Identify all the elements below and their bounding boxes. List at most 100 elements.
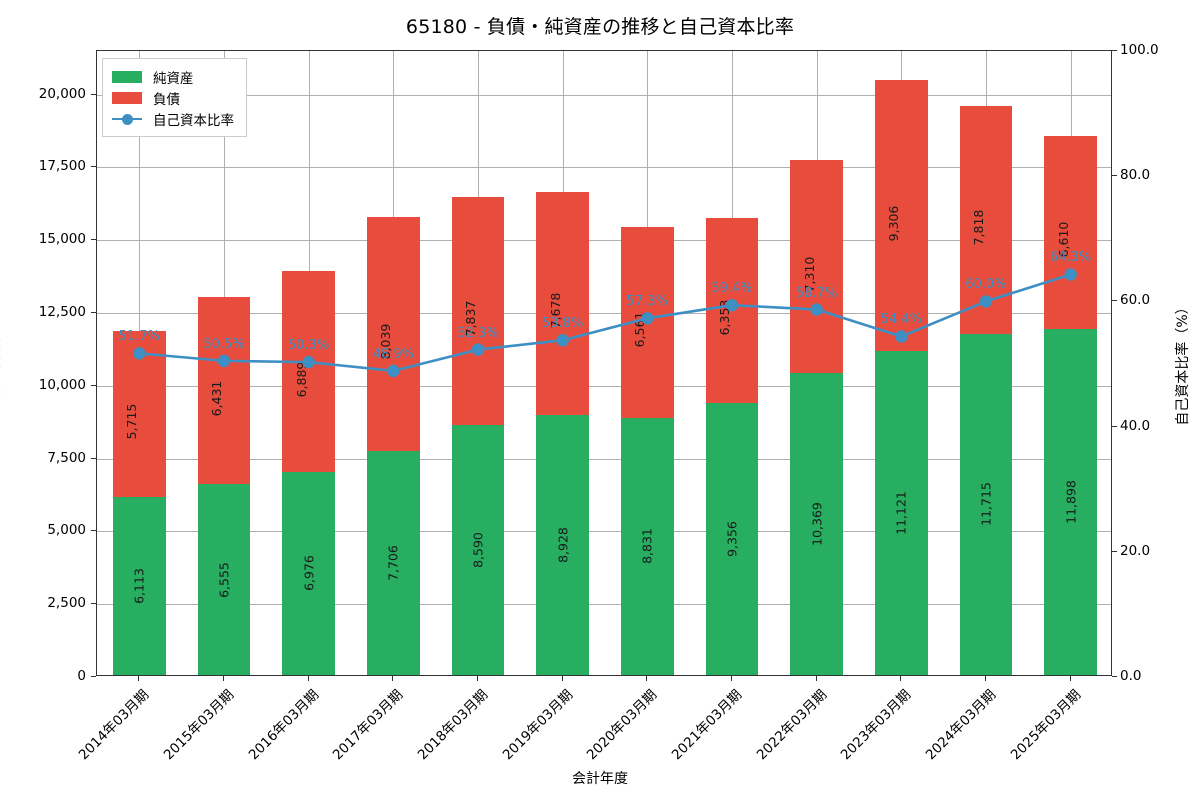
bar-group[interactable]: 11,898 6,610 bbox=[1044, 136, 1097, 675]
bar-group[interactable]: 9,356 6,353 bbox=[705, 217, 759, 675]
bar-segment-liabilities[interactable]: 5,715 bbox=[113, 330, 166, 498]
gridline-horizontal bbox=[97, 167, 1111, 169]
bar-label-equity: 8,590 bbox=[470, 532, 486, 568]
bar-segment-equity[interactable]: 11,715 bbox=[959, 333, 1013, 675]
gridline-horizontal bbox=[97, 531, 1111, 533]
bar-label-liabilities: 6,610 bbox=[1055, 221, 1071, 258]
legend-label-liabilities: 負債 bbox=[153, 91, 180, 108]
bar-segment-liabilities[interactable]: 7,678 bbox=[536, 191, 589, 416]
left-axis-tick-mark bbox=[91, 93, 96, 95]
bar-label-liabilities: 7,837 bbox=[462, 300, 478, 337]
bar-segment-liabilities[interactable]: 6,889 bbox=[282, 271, 335, 472]
bar-segment-liabilities[interactable]: 6,561 bbox=[621, 226, 674, 418]
bar-segment-equity[interactable]: 6,555 bbox=[197, 484, 251, 675]
bar-label-liabilities: 9,306 bbox=[886, 205, 902, 242]
x-axis-tick-mark bbox=[900, 676, 902, 681]
bar-label-liabilities: 5,715 bbox=[124, 403, 140, 440]
bar-segment-liabilities[interactable]: 7,310 bbox=[790, 160, 843, 374]
left-axis-tick-label: 12,500 bbox=[38, 304, 86, 321]
bar-segment-equity[interactable]: 10,369 bbox=[790, 373, 843, 675]
bar-segment-equity[interactable]: 8,928 bbox=[536, 415, 589, 675]
left-axis-tick-label: 0 bbox=[77, 668, 86, 684]
legend-item-equity[interactable]: 純資産 bbox=[112, 66, 234, 87]
right-axis-tick-label: 20.0 bbox=[1120, 542, 1151, 559]
gridline-horizontal bbox=[97, 385, 1111, 387]
x-axis-tick-mark bbox=[477, 676, 478, 681]
bar-segment-liabilities[interactable]: 6,610 bbox=[1044, 136, 1097, 329]
left-axis-tick-mark bbox=[91, 457, 96, 459]
x-axis-title: 会計年度 bbox=[572, 771, 628, 787]
plot-clip: 6,113 5,715 6,555 6,431 6,976 6,889 7,706 8,039… bbox=[97, 51, 1111, 675]
bar-label-equity: 6,113 bbox=[131, 568, 147, 604]
bar-label-equity: 11,715 bbox=[978, 482, 994, 527]
bar-segment-equity[interactable]: 7,706 bbox=[367, 450, 420, 675]
bar-label-liabilities: 6,561 bbox=[632, 311, 648, 348]
x-axis-tick-mark bbox=[1069, 676, 1071, 681]
left-axis-tick-label: 5,000 bbox=[47, 522, 86, 539]
bar-segment-equity[interactable]: 11,898 bbox=[1044, 328, 1097, 675]
bar-group[interactable]: 8,831 6,561 bbox=[621, 226, 674, 675]
right-axis-tick-label: 40.0 bbox=[1120, 417, 1151, 434]
bar-segment-liabilities[interactable]: 9,306 bbox=[875, 80, 928, 352]
legend-item-equity-ratio[interactable]: 自己資本比率 bbox=[112, 108, 234, 129]
bar-group[interactable]: 11,715 7,818 bbox=[959, 106, 1013, 675]
right-axis-tick-label: 60.0 bbox=[1120, 292, 1151, 309]
bar-label-liabilities: 7,678 bbox=[547, 292, 563, 329]
legend-item-liabilities[interactable]: 負債 bbox=[112, 87, 234, 108]
bar-segment-equity[interactable]: 8,590 bbox=[451, 424, 505, 675]
x-axis-tick-mark bbox=[985, 676, 986, 681]
bar-segment-equity[interactable]: 8,831 bbox=[621, 417, 674, 675]
bar-label-liabilities: 7,310 bbox=[801, 256, 817, 293]
bar-segment-liabilities[interactable]: 6,353 bbox=[705, 217, 759, 403]
bar-label-equity: 6,976 bbox=[301, 555, 317, 592]
left-axis-tick-mark bbox=[91, 676, 96, 677]
right-axis-tick-mark bbox=[1112, 50, 1117, 51]
gridline-horizontal bbox=[97, 604, 1111, 606]
left-axis-tick-label: 2,500 bbox=[47, 595, 86, 612]
left-axis-tick-mark bbox=[91, 530, 96, 532]
bar-group[interactable]: 6,976 6,889 bbox=[282, 271, 335, 675]
bar-label-equity: 9,356 bbox=[724, 520, 740, 557]
left-axis-tick-mark bbox=[91, 312, 96, 314]
gridline-horizontal bbox=[97, 240, 1111, 242]
left-axis-tick-mark bbox=[91, 166, 96, 168]
x-axis-tick-mark bbox=[307, 676, 309, 681]
left-axis-tick-mark bbox=[91, 603, 96, 605]
x-axis-tick-mark bbox=[561, 676, 563, 681]
bar-segment-liabilities[interactable]: 7,837 bbox=[451, 196, 505, 425]
bar-label-liabilities: 6,889 bbox=[293, 361, 309, 397]
left-axis-tick-label: 10,000 bbox=[38, 376, 86, 393]
bar-segment-equity[interactable]: 6,113 bbox=[113, 497, 166, 675]
bar-group[interactable]: 7,706 8,039 bbox=[367, 216, 420, 675]
bar-group[interactable]: 11,121 9,306 bbox=[875, 80, 928, 675]
bar-group[interactable]: 8,928 7,678 bbox=[536, 191, 589, 675]
x-axis-tick-mark bbox=[646, 676, 648, 681]
x-axis-tick-mark bbox=[815, 676, 817, 681]
x-axis-tick-mark bbox=[392, 676, 394, 681]
bar-segment-liabilities[interactable]: 8,039 bbox=[367, 216, 420, 451]
bar-segment-equity[interactable]: 11,121 bbox=[875, 351, 928, 675]
bar-segment-equity[interactable]: 9,356 bbox=[705, 402, 759, 675]
bar-group[interactable]: 6,555 6,431 bbox=[197, 296, 251, 675]
bar-label-liabilities: 6,353 bbox=[716, 299, 732, 336]
right-axis-tick-label: 0.0 bbox=[1120, 668, 1142, 684]
left-axis-tick-label: 7,500 bbox=[47, 449, 86, 466]
right-axis-tick-mark bbox=[1112, 300, 1117, 302]
right-axis-tick-label: 80.0 bbox=[1120, 167, 1151, 184]
right-axis-tick-mark bbox=[1112, 550, 1117, 552]
gridline-horizontal bbox=[97, 458, 1111, 460]
bar-segment-liabilities[interactable]: 6,431 bbox=[197, 296, 251, 485]
bar-group[interactable]: 10,369 7,310 bbox=[790, 160, 843, 675]
left-axis-tick-label: 17,500 bbox=[38, 158, 86, 175]
chart-title: 65180 - 負債・純資産の推移と自己資本比率 bbox=[405, 16, 795, 38]
bar-group[interactable]: 8,590 7,837 bbox=[451, 196, 505, 675]
legend-label-equity-ratio: 自己資本比率 bbox=[153, 112, 234, 129]
bar-segment-liabilities[interactable]: 7,818 bbox=[959, 106, 1013, 334]
bar-segment-equity[interactable]: 6,976 bbox=[282, 471, 335, 675]
x-axis-tick-mark bbox=[731, 676, 732, 681]
bar-label-equity: 10,369 bbox=[809, 502, 825, 546]
legend-swatch-equity-ratio bbox=[112, 112, 142, 126]
bar-group[interactable]: 6,113 5,715 bbox=[113, 330, 166, 675]
right-axis-tick-mark bbox=[1112, 676, 1117, 677]
